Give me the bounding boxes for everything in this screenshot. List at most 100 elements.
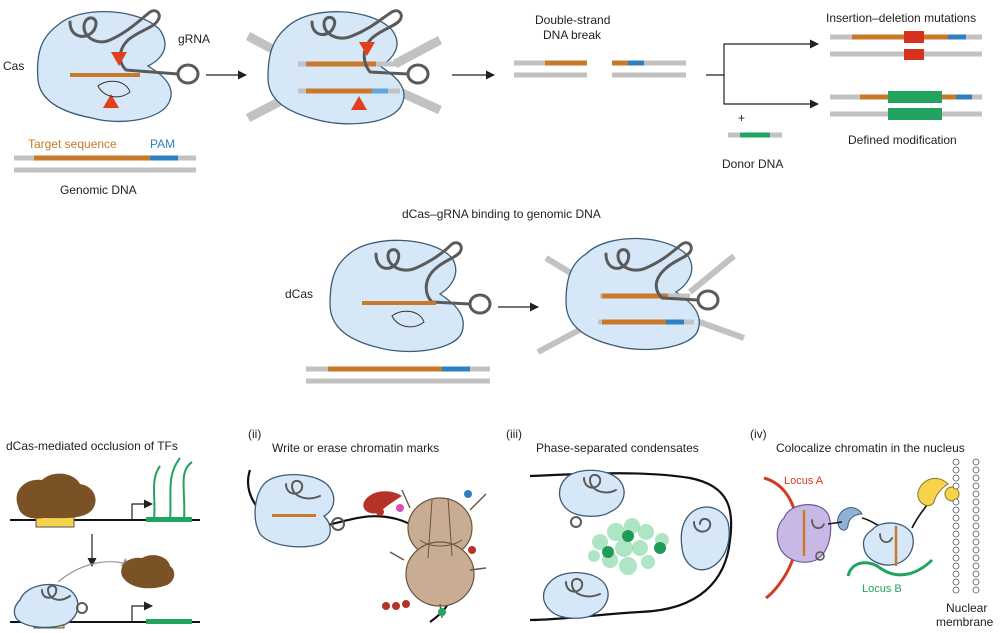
cut-site-top bbox=[111, 52, 127, 66]
p1-evict-arrow bbox=[57, 558, 131, 583]
locus-b-label: Locus B bbox=[862, 583, 902, 595]
panel-occlusion: dCas-mediated occlusion of TFs bbox=[6, 439, 200, 629]
dcas-grna-loop bbox=[468, 293, 492, 315]
p2-nucleosome-lines bbox=[419, 497, 463, 559]
p2-histone-tails bbox=[389, 489, 487, 619]
p2-mark-blue bbox=[464, 490, 472, 498]
bound-pam bbox=[372, 88, 388, 94]
p2-mark-red-right bbox=[468, 546, 476, 554]
p3-dcas-right bbox=[680, 506, 730, 571]
bound-grna bbox=[310, 9, 410, 76]
p3-dcas-bottom bbox=[542, 571, 609, 619]
panel2-title: Write or erase chromatin marks bbox=[272, 441, 439, 455]
p3-chromatin bbox=[529, 472, 733, 622]
p3-core-1 bbox=[622, 530, 634, 542]
p2-nucleosome-lower bbox=[405, 541, 475, 607]
grna-loop bbox=[176, 63, 200, 85]
p2-dcas-grna bbox=[285, 480, 321, 500]
locus-a-strand bbox=[763, 476, 799, 600]
p3-core-2 bbox=[602, 546, 614, 558]
target-sequence-label: Target sequence bbox=[28, 137, 117, 151]
p2-modifier-domain bbox=[376, 508, 384, 516]
dcas-bound-dna-rb bbox=[692, 317, 746, 341]
dcas-bound-grna-loop bbox=[696, 289, 720, 311]
panel3-title: Phase-separated condensates bbox=[536, 441, 699, 455]
panel-colocalize: (iv) Colocalize chromatin in the nucleus… bbox=[750, 427, 994, 629]
indel-target bbox=[852, 34, 948, 40]
bound-grna-loop bbox=[406, 63, 430, 85]
bound-cut-bottom bbox=[351, 96, 367, 110]
locus-b-dcas bbox=[862, 522, 914, 566]
nuclear-membrane bbox=[952, 458, 980, 594]
bound-target-bottom bbox=[306, 88, 372, 94]
cas-bound-protein bbox=[267, 11, 405, 125]
p1-transcription-factor bbox=[16, 473, 96, 519]
p4-membrane-protein bbox=[944, 486, 960, 502]
p3-grna-bottom bbox=[565, 578, 601, 598]
target-sequence-bar bbox=[34, 155, 150, 161]
locus-a-label: Locus A bbox=[784, 475, 824, 487]
locus-b-strand bbox=[846, 558, 934, 577]
p2-dcas bbox=[254, 474, 335, 548]
dsb-right-pam bbox=[628, 60, 644, 66]
p1-dcas-loop bbox=[76, 602, 88, 614]
p2-dcas-target bbox=[272, 514, 316, 517]
pam-bar bbox=[150, 155, 178, 161]
p1-evicted-tf bbox=[121, 555, 175, 589]
dcas-bound-dna-rt bbox=[688, 253, 736, 295]
pam-label: PAM bbox=[150, 137, 175, 151]
defined-label: Defined modification bbox=[848, 133, 957, 147]
dcas-bound-grna bbox=[604, 241, 700, 302]
p4-anchor-yellow bbox=[917, 477, 949, 507]
inner-loop bbox=[97, 80, 131, 98]
dcas-grna bbox=[374, 241, 472, 306]
p1-gene-bottom bbox=[146, 619, 192, 624]
locus-a-loop bbox=[815, 551, 825, 561]
bound-dna-right-top bbox=[392, 36, 443, 68]
cas-label: Cas bbox=[3, 59, 24, 73]
p1-tss-arrow-bottom bbox=[131, 601, 153, 622]
dsb-left-target bbox=[545, 60, 587, 66]
dcas-label: dCas bbox=[285, 287, 313, 301]
panel1-title: dCas-mediated occlusion of TFs bbox=[6, 439, 178, 453]
p2-mark-red-3 bbox=[402, 600, 410, 608]
defined-insert-bottom bbox=[888, 108, 942, 120]
p2-mark-red-2 bbox=[392, 602, 400, 610]
panel-chromatin-marks: (ii) Write or erase chromatin marks bbox=[247, 427, 487, 623]
dcas-bound-target-top bbox=[602, 293, 668, 299]
bound-dna-right-bottom bbox=[398, 87, 442, 115]
panel3-numeral: (iii) bbox=[506, 427, 522, 441]
p2-grna-loop bbox=[331, 517, 345, 531]
p2-mark-pink bbox=[396, 504, 404, 512]
dsb-label-1: Double-strand bbox=[535, 13, 610, 27]
p1-tss-arrow-top bbox=[131, 499, 153, 520]
dsb-label-2: DNA break bbox=[543, 28, 602, 42]
panel2-numeral: (ii) bbox=[248, 427, 261, 441]
p1-gene-top bbox=[146, 517, 192, 522]
arrow-defined bbox=[723, 75, 819, 109]
locus-b-grna bbox=[879, 533, 893, 543]
dcas-grna-target bbox=[362, 301, 436, 305]
dsb-right-target bbox=[612, 60, 628, 66]
defined-pam bbox=[956, 94, 972, 100]
p3-loop-top bbox=[570, 516, 582, 528]
indel-mutation-bottom bbox=[904, 49, 924, 60]
membrane-label-2: membrane bbox=[936, 615, 994, 629]
dcas-bound-pam bbox=[666, 319, 684, 325]
dcas-inner-loop bbox=[391, 310, 425, 328]
defined-insert-top bbox=[888, 91, 942, 103]
p2-mark-green bbox=[438, 608, 446, 616]
arrow-indel bbox=[706, 39, 819, 76]
bound-cut-top bbox=[359, 42, 375, 56]
dcas-binding-panel: dCas–gRNA binding to genomic DNA dCas bbox=[285, 207, 746, 384]
p1-transcripts bbox=[153, 457, 193, 521]
cas-cleavage-panel: Cas gRNA Target sequence PAM Genomic DNA bbox=[3, 9, 982, 197]
panel4-title: Colocalize chromatin in the nucleus bbox=[776, 441, 965, 455]
p1-dcas-grna bbox=[41, 584, 71, 601]
dcas-genomic-pam bbox=[442, 366, 470, 372]
indel-mutation-top bbox=[904, 31, 924, 43]
dcas-bound-target-bottom bbox=[602, 319, 666, 325]
cut-site-bottom bbox=[103, 94, 119, 108]
p3-grna-top bbox=[583, 474, 617, 494]
